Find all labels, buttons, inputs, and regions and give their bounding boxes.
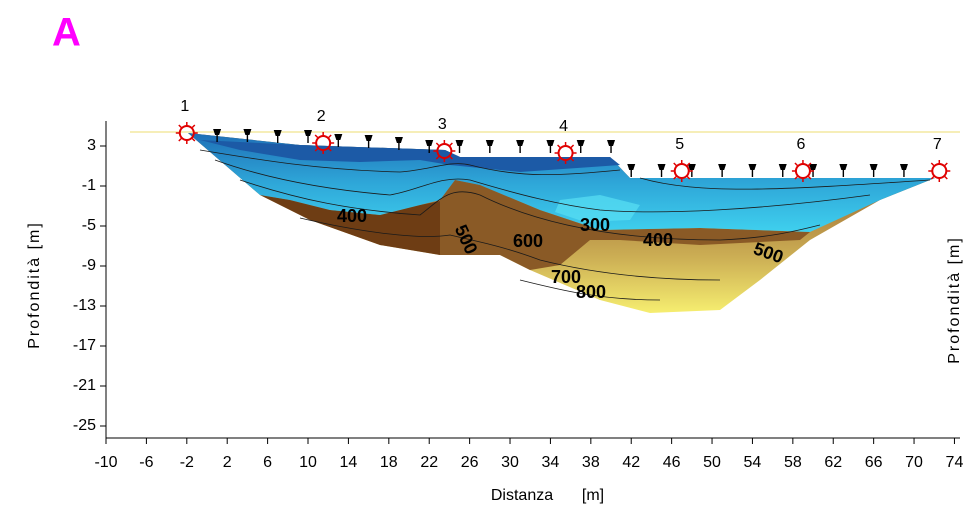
shot-label: 4 xyxy=(559,118,568,135)
receiver xyxy=(607,140,616,153)
receiver xyxy=(394,137,403,150)
shot-point xyxy=(433,140,456,162)
receiver xyxy=(243,129,252,142)
receiver xyxy=(899,164,908,177)
velocity-field xyxy=(188,133,935,313)
shot-point xyxy=(670,160,693,182)
y-tick-label: -9 xyxy=(82,257,96,274)
x-tick-label: 2 xyxy=(223,454,232,471)
shot-symbol xyxy=(178,125,195,141)
x-tick-label: 30 xyxy=(501,454,519,471)
y-tick-label: -1 xyxy=(82,177,96,194)
shot-label: 3 xyxy=(438,116,447,133)
x-tick-label: 34 xyxy=(542,454,560,471)
contour-label: 700 xyxy=(551,267,581,287)
shot-symbol xyxy=(931,163,948,179)
x-tick-label: 6 xyxy=(263,454,272,471)
x-tick-label: 18 xyxy=(380,454,398,471)
contour-label: 800 xyxy=(576,282,606,302)
contour-label: 600 xyxy=(513,231,543,251)
y2-axis-label: Profondità [m] xyxy=(946,236,963,364)
x-tick-label: 58 xyxy=(784,454,802,471)
x-tick-label: -6 xyxy=(139,454,153,471)
receiver xyxy=(273,130,282,143)
x-tick-label: 14 xyxy=(340,454,358,471)
y-axis-label: Profondità [m] xyxy=(26,221,43,349)
shot-point xyxy=(554,142,577,164)
shot-symbol xyxy=(670,160,693,182)
x-tick-label: 46 xyxy=(663,454,681,471)
x-axis-unit: [m] xyxy=(582,487,604,504)
receiver xyxy=(718,164,727,177)
receiver xyxy=(627,164,636,177)
x-tick-label: 38 xyxy=(582,454,600,471)
y-tick-label: -5 xyxy=(82,217,96,234)
receiver xyxy=(304,130,313,143)
y-tick-label: 3 xyxy=(87,137,96,154)
receiver xyxy=(546,140,555,153)
shot-label: 7 xyxy=(933,136,942,153)
receiver xyxy=(425,140,434,153)
shot-label: 6 xyxy=(796,136,805,153)
receiver xyxy=(839,164,848,177)
y-tick-label: -21 xyxy=(73,377,96,394)
shot-label: 5 xyxy=(675,136,684,153)
contour-label: 400 xyxy=(643,230,673,250)
receiver xyxy=(869,164,878,177)
panel-label: A xyxy=(52,11,81,55)
receiver xyxy=(778,164,787,177)
receiver xyxy=(213,129,222,142)
y-tick-label: -13 xyxy=(73,297,96,314)
x-axis-label: Distanza xyxy=(491,487,553,504)
receiver xyxy=(516,140,525,153)
y-tick-label: -25 xyxy=(73,417,96,434)
shot-symbol xyxy=(928,160,951,182)
shot-point xyxy=(928,160,951,182)
shot-symbol xyxy=(433,140,456,162)
receiver xyxy=(455,140,464,153)
receiver xyxy=(364,135,373,148)
receiver xyxy=(657,164,666,177)
x-tick-label: 70 xyxy=(905,454,923,471)
x-tick-label: 42 xyxy=(622,454,640,471)
shot-point xyxy=(312,132,335,154)
receiver xyxy=(748,164,757,177)
shot-symbol xyxy=(791,160,814,182)
shot-label: 1 xyxy=(180,98,189,115)
x-tick-label: -2 xyxy=(180,454,194,471)
x-tick-label: 54 xyxy=(744,454,762,471)
shot-point xyxy=(791,160,814,182)
shot-symbol xyxy=(673,163,690,179)
contour-label: 400 xyxy=(337,206,367,226)
contour-label: 300 xyxy=(580,215,610,235)
x-tick-label: 26 xyxy=(461,454,479,471)
receiver xyxy=(485,140,494,153)
x-tick-label: 50 xyxy=(703,454,721,471)
shot-symbol xyxy=(312,132,335,154)
x-tick-label: -10 xyxy=(94,454,117,471)
x-tick-label: 74 xyxy=(946,454,963,471)
x-tick-label: 66 xyxy=(865,454,883,471)
x-tick-label: 62 xyxy=(824,454,842,471)
shot-symbol xyxy=(554,142,577,164)
shot-symbol xyxy=(175,122,198,144)
shot-label: 2 xyxy=(317,108,326,125)
receiver xyxy=(576,140,585,153)
shot-point xyxy=(175,122,198,144)
x-tick-label: 10 xyxy=(299,454,317,471)
y-tick-label: -17 xyxy=(73,337,96,354)
receiver xyxy=(334,134,343,147)
shot-symbol xyxy=(794,163,811,179)
x-tick-label: 22 xyxy=(420,454,438,471)
